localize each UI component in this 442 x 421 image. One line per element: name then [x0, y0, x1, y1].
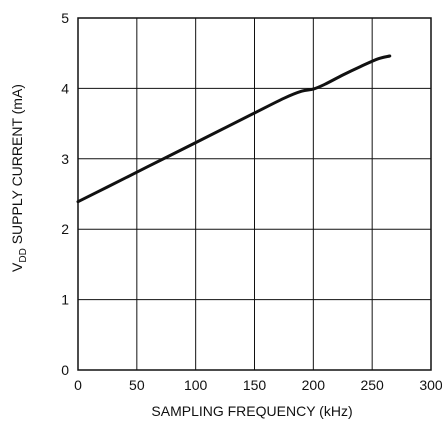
y-axis-label-subscript: DD — [18, 248, 29, 262]
y-axis-label: VDD SUPPLY CURRENT (mA) — [9, 84, 29, 272]
y-tick-label: 0 — [61, 362, 69, 378]
grid — [77, 17, 432, 371]
y-tick-label: 4 — [61, 80, 69, 96]
x-tick-label: 100 — [184, 377, 208, 393]
x-tick-label: 150 — [243, 377, 267, 393]
plot-area-frame — [77, 17, 432, 371]
x-tick-label: 250 — [360, 377, 384, 393]
x-tick-labels: 0 50 100 150 200 250 300 — [74, 377, 442, 393]
y-tick-label: 3 — [61, 151, 69, 167]
y-tick-labels: 0 1 2 3 4 5 — [61, 10, 69, 378]
x-tick-label: 200 — [302, 377, 326, 393]
y-axis-label-prefix: V — [9, 262, 25, 272]
x-tick-label: 0 — [74, 377, 82, 393]
y-tick-label: 5 — [61, 10, 69, 26]
y-axis-label-suffix: SUPPLY CURRENT (mA) — [9, 84, 25, 248]
series-layer — [76, 54, 392, 204]
x-axis-label: SAMPLING FREQUENCY (kHz) — [151, 403, 352, 419]
x-tick-label: 300 — [419, 377, 442, 393]
series-line — [76, 54, 392, 204]
x-tick-label: 50 — [129, 377, 145, 393]
y-tick-label: 2 — [61, 221, 69, 237]
y-tick-label: 1 — [61, 292, 69, 308]
